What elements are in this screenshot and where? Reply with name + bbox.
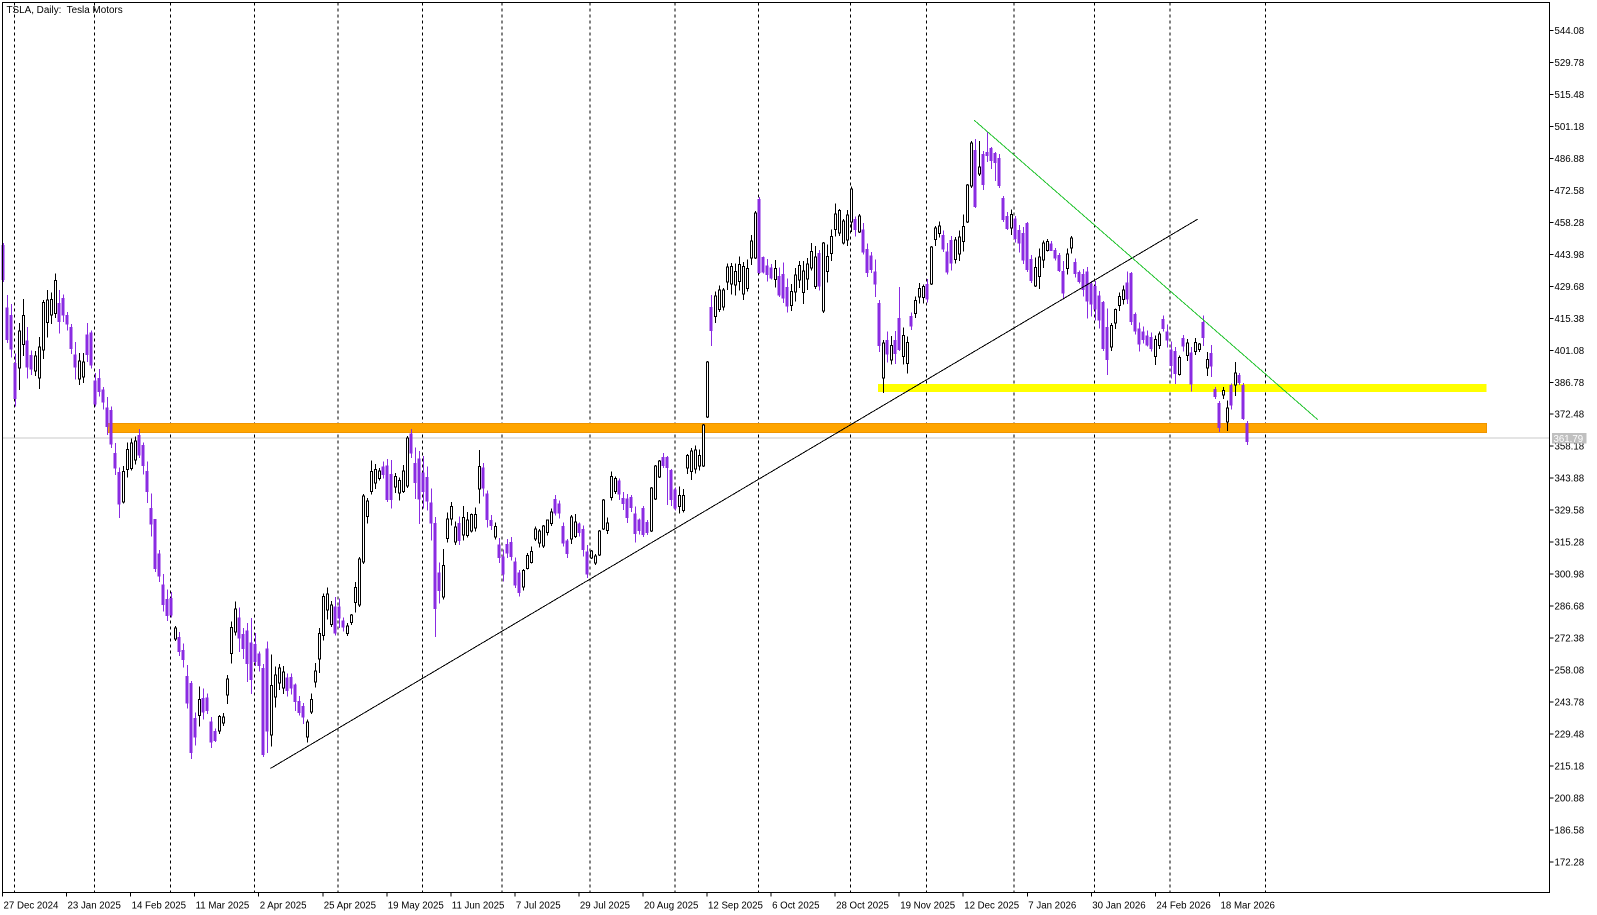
svg-text:29 Jul 2025: 29 Jul 2025	[580, 901, 630, 912]
svg-text:172.28: 172.28	[1555, 857, 1585, 868]
svg-text:386.78: 386.78	[1555, 378, 1585, 389]
svg-text:486.88: 486.88	[1555, 154, 1585, 165]
svg-text:472.58: 472.58	[1555, 186, 1585, 197]
svg-text:11 Jun 2025: 11 Jun 2025	[452, 901, 505, 912]
svg-text:28 Oct 2025: 28 Oct 2025	[836, 901, 889, 912]
svg-text:12 Sep 2025: 12 Sep 2025	[708, 901, 763, 912]
svg-text:229.48: 229.48	[1555, 729, 1585, 740]
svg-text:258.08: 258.08	[1555, 666, 1585, 677]
svg-text:415.38: 415.38	[1555, 314, 1585, 325]
svg-text:529.78: 529.78	[1555, 58, 1585, 69]
svg-text:361.79: 361.79	[1554, 434, 1584, 445]
svg-text:358.18: 358.18	[1555, 442, 1585, 453]
svg-text:243.78: 243.78	[1555, 698, 1585, 709]
svg-text:443.98: 443.98	[1555, 250, 1585, 261]
svg-text:14 Feb 2025: 14 Feb 2025	[132, 901, 186, 912]
svg-text:TSLA, Daily: Tesla Motors: TSLA, Daily: Tesla Motors	[7, 5, 123, 16]
svg-text:429.68: 429.68	[1555, 282, 1585, 293]
svg-text:501.18: 501.18	[1555, 122, 1585, 133]
svg-text:200.88: 200.88	[1555, 793, 1585, 804]
svg-text:23 Jan 2025: 23 Jan 2025	[68, 901, 121, 912]
svg-text:343.88: 343.88	[1555, 474, 1585, 485]
svg-text:401.08: 401.08	[1555, 346, 1585, 357]
svg-text:7 Jan 2026: 7 Jan 2026	[1028, 901, 1076, 912]
svg-text:24 Feb 2026: 24 Feb 2026	[1156, 901, 1210, 912]
svg-text:272.38: 272.38	[1555, 634, 1585, 645]
svg-text:458.28: 458.28	[1555, 218, 1585, 229]
svg-text:25 Apr 2025: 25 Apr 2025	[324, 901, 376, 912]
svg-text:315.28: 315.28	[1555, 538, 1585, 549]
svg-text:300.98: 300.98	[1555, 570, 1585, 581]
svg-text:7 Jul 2025: 7 Jul 2025	[516, 901, 561, 912]
svg-text:372.48: 372.48	[1555, 410, 1585, 421]
svg-text:11 Mar 2025: 11 Mar 2025	[196, 901, 250, 912]
svg-text:12 Dec 2025: 12 Dec 2025	[964, 901, 1019, 912]
svg-text:215.18: 215.18	[1555, 761, 1585, 772]
svg-text:20 Aug 2025: 20 Aug 2025	[644, 901, 698, 912]
svg-text:186.58: 186.58	[1555, 825, 1585, 836]
svg-text:544.08: 544.08	[1555, 26, 1585, 37]
svg-text:27 Dec 2024: 27 Dec 2024	[4, 901, 60, 912]
svg-text:329.58: 329.58	[1555, 506, 1585, 517]
svg-text:19 May 2025: 19 May 2025	[388, 901, 444, 912]
svg-text:30 Jan 2026: 30 Jan 2026	[1092, 901, 1145, 912]
svg-text:2 Apr 2025: 2 Apr 2025	[260, 901, 307, 912]
svg-text:18 Mar 2026: 18 Mar 2026	[1221, 901, 1275, 912]
svg-text:19 Nov 2025: 19 Nov 2025	[900, 901, 955, 912]
svg-text:286.68: 286.68	[1555, 602, 1585, 613]
svg-text:6 Oct 2025: 6 Oct 2025	[772, 901, 819, 912]
svg-text:515.48: 515.48	[1555, 90, 1585, 101]
